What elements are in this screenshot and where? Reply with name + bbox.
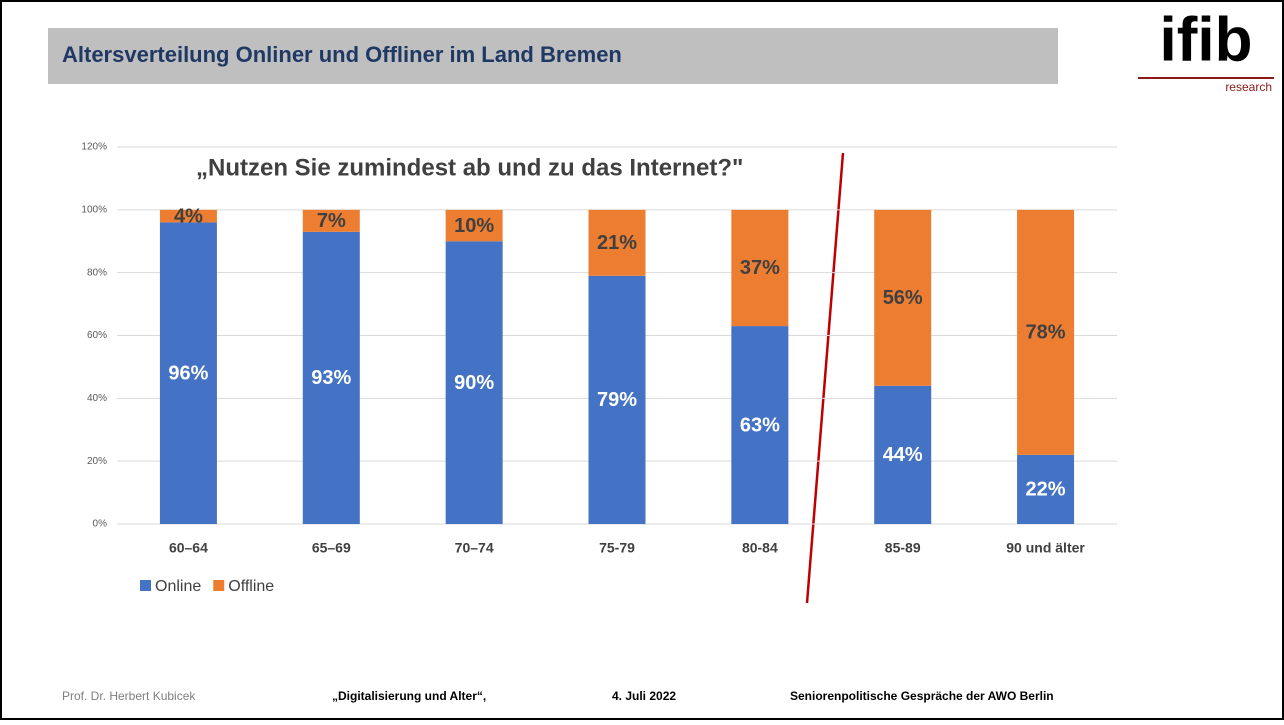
divider-line [805,152,845,604]
value-label: 78% [1026,322,1066,344]
value-label: 37% [740,257,780,279]
value-label: 7% [317,210,346,232]
value-label: 21% [597,232,637,254]
value-label: 10% [454,215,494,237]
y-tick-label: 40% [87,393,107,404]
bar-segment [588,209,646,276]
value-label: 56% [883,287,923,309]
x-tick-label: 85-89 [885,540,921,556]
bar-segment [445,241,503,524]
value-label: 63% [740,414,780,436]
value-label: 4% [174,205,203,227]
bar-segment [731,209,789,327]
bar-segment [874,209,932,386]
bar-segment [302,209,360,232]
y-tick-label: 80% [87,267,107,278]
y-tick-label: 20% [87,456,107,467]
x-tick-label: 75-79 [599,540,635,556]
bar-segment [1017,209,1075,455]
y-tick-label: 120% [81,142,107,153]
footer-date: 4. Juli 2022 [612,689,676,703]
value-label: 90% [454,372,494,394]
value-label: 44% [883,444,923,466]
bar-segment [302,231,360,524]
x-tick-label: 80-84 [742,540,778,556]
chart-annotation: „Nutzen Sie zumindest ab und zu das Inte… [196,154,743,181]
bar-segment [731,326,789,524]
footer-author: Prof. Dr. Herbert Kubicek [62,689,196,703]
title-bar [48,28,1058,84]
slide-title: Altersverteilung Onliner und Offliner im… [62,42,622,67]
bar-segment [159,222,217,524]
legend-label: Offline [228,578,274,595]
legend-swatch [140,580,151,591]
y-tick-label: 100% [81,204,107,215]
footer-event: Seniorenpolitische Gespräche der AWO Ber… [790,689,1054,703]
x-tick-label: 60–64 [169,540,208,556]
bar-segment [159,209,217,223]
x-tick-label: 65–69 [312,540,351,556]
logo-sub: research [1225,80,1272,94]
y-tick-label: 0% [93,519,108,530]
y-tick-label: 60% [87,330,107,341]
bar-segment [445,209,503,242]
x-tick-label: 70–74 [455,540,494,556]
bar-segment [1017,454,1075,524]
bar-segment [874,385,932,524]
logo: ifib [1160,5,1253,74]
value-label: 22% [1026,479,1066,501]
value-label: 79% [597,389,637,411]
x-tick-label: 90 und älter [1006,540,1085,556]
value-label: 93% [311,367,351,389]
legend-swatch [213,580,225,591]
legend-label: Online [155,578,201,595]
footer-topic: „Digitalisierung und Alter“, [332,689,486,703]
bar-segment [588,275,646,524]
value-label: 96% [168,362,208,384]
